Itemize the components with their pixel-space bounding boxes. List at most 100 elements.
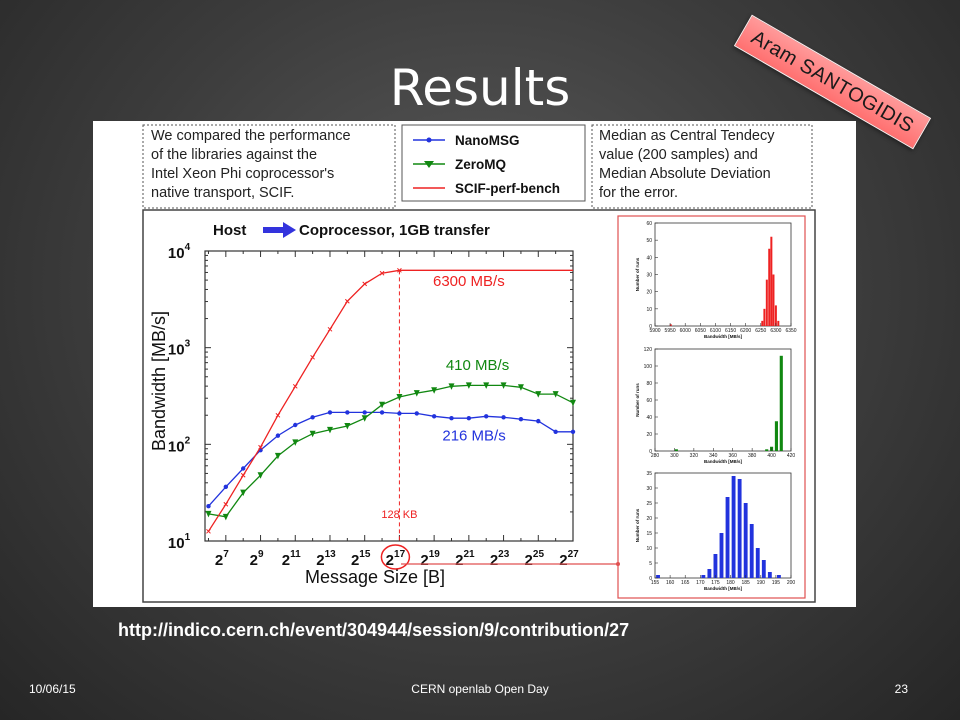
hist-x-tick-label: 170 [696,580,705,586]
hist-bar [725,497,730,578]
hist-y-tick-label: 0 [649,449,652,455]
x-tick-label-7: 221 [455,549,475,569]
hist-x-tick-label: 185 [741,580,750,586]
slide-title: Results [389,59,571,117]
reference-link[interactable]: http://indico.cern.ch/event/304944/sessi… [118,620,630,640]
chart-legend: NanoMSG ZeroMQ SCIF-perf-bench [413,133,560,196]
histogram-nanomsg: 0 5 10 15 20 25 30 35 155 160 165 170 175 180 185 190 19… [635,471,795,591]
hist-x-tick-label: 190 [757,580,766,586]
hist-x-label: Bandwidth [MB/s] [704,334,742,339]
hist-x-tick-label: 5950 [665,328,676,334]
hist-x-tick-label: 340 [709,453,718,459]
hist-bar [761,560,766,578]
hist-bar [743,503,748,578]
hist-bar [669,324,672,326]
hist-y-tick-label: 30 [646,486,652,492]
y-axis-label: Bandwidth [MB/s] [149,311,169,451]
left-note-box [142,124,396,209]
hist-y-tick-label: 60 [646,398,652,404]
hist-y-label: Number of runs [635,257,640,291]
hist-bar [776,575,781,578]
x-axis-label: Message Size [B] [305,567,445,587]
hist-bar [731,476,736,578]
point-zeromq [205,510,212,518]
hist-y-label: Number of runs [635,508,640,542]
point-nanomsg [310,415,315,420]
series-line-zeromq [208,384,574,518]
hist-y-tick-label: 10 [646,546,652,552]
legend-marker-1 [424,161,434,168]
y-tick-label-3: 104 [168,242,191,262]
hist-y-tick-label: 20 [646,290,652,296]
hist-x-tick-label: 180 [726,580,735,586]
point-nanomsg [223,484,229,490]
point-zeromq [413,390,420,397]
hist-bar [707,569,712,578]
hist-y-tick-label: 0 [649,576,652,582]
hist-x-tick-label: 6100 [710,328,721,334]
point-scif [379,270,385,276]
hist-y-tick-label: 20 [646,516,652,522]
hist-x-tick-label: 165 [681,580,690,586]
hist-bar [761,320,764,326]
point-scif [362,281,368,287]
hist-x-tick-label: 6200 [740,328,751,334]
chart-title-right: Coprocessor, 1GB transfer [299,222,490,239]
y-tick-label-2: 103 [168,339,191,359]
hist-y-tick-label: 20 [646,432,652,438]
point-scif [344,298,350,304]
x-tick-label-6: 219 [420,549,440,569]
hist-x-tick-label: 160 [666,580,675,586]
point-nanomsg [275,433,281,438]
hist-x-tick-label: 200 [787,580,796,586]
point-scif [310,354,315,360]
point-scif [240,472,246,478]
hist-y-tick-label: 40 [646,255,652,261]
hist-bar [767,572,772,578]
point-nanomsg [501,415,506,420]
point-scif [206,528,211,534]
left-note-line-4: native transport, SCIF. [151,185,294,201]
hist-bar [656,575,660,578]
hist-y-tick-label: 15 [646,531,652,537]
hist-bar [772,274,775,326]
point-zeromq [292,439,299,446]
point-zeromq [517,384,524,391]
hist-bar [719,533,724,578]
hist-x-tick-label: 6350 [785,328,796,334]
hist-y-label: Number of runs [635,383,640,417]
hist-x-tick-label: 380 [748,453,757,459]
series-line-scif-perf-bench [207,269,573,532]
hist-x-tick-label: 6150 [725,328,736,334]
y-tick-label-1: 102 [168,435,191,455]
hist-x-tick-label: 155 [651,580,660,586]
plot-area [204,250,574,542]
hist-bar [774,305,777,326]
hist-bar [701,575,706,578]
annotation-0: 6300 MB/s [433,273,505,290]
footer-event: CERN openlab Open Day [411,682,549,696]
point-nanomsg [518,417,524,422]
point-nanomsg [431,414,437,419]
point-zeromq [361,415,368,422]
chart-title-left: Host [213,222,246,239]
hist-y-tick-label: 5 [649,561,652,567]
left-note-line-3: Intel Xeon Phi coprocessor's [151,166,334,182]
point-zeromq [396,393,403,401]
point-zeromq [222,513,229,521]
point-zeromq [309,430,316,438]
point-nanomsg [327,410,333,415]
histogram-zeromq: 0 20 40 60 80 100 120 280 300 320 340 360 380 400 420 B… [635,347,795,464]
x-tick-label-1: 29 [250,549,264,569]
hist-bar [674,449,678,451]
hist-bar [737,479,742,578]
point-nanomsg [206,504,211,509]
left-note-line-1: We compared the performance [151,128,351,144]
point-zeromq [257,472,264,479]
hist-y-tick-label: 100 [644,364,653,370]
hist-bar [713,554,718,578]
chart-frame [142,209,816,603]
hist-y-tick-label: 25 [646,501,652,507]
hist-x-label: Bandwidth [MB/s] [704,459,742,464]
hist-bar [768,248,771,326]
